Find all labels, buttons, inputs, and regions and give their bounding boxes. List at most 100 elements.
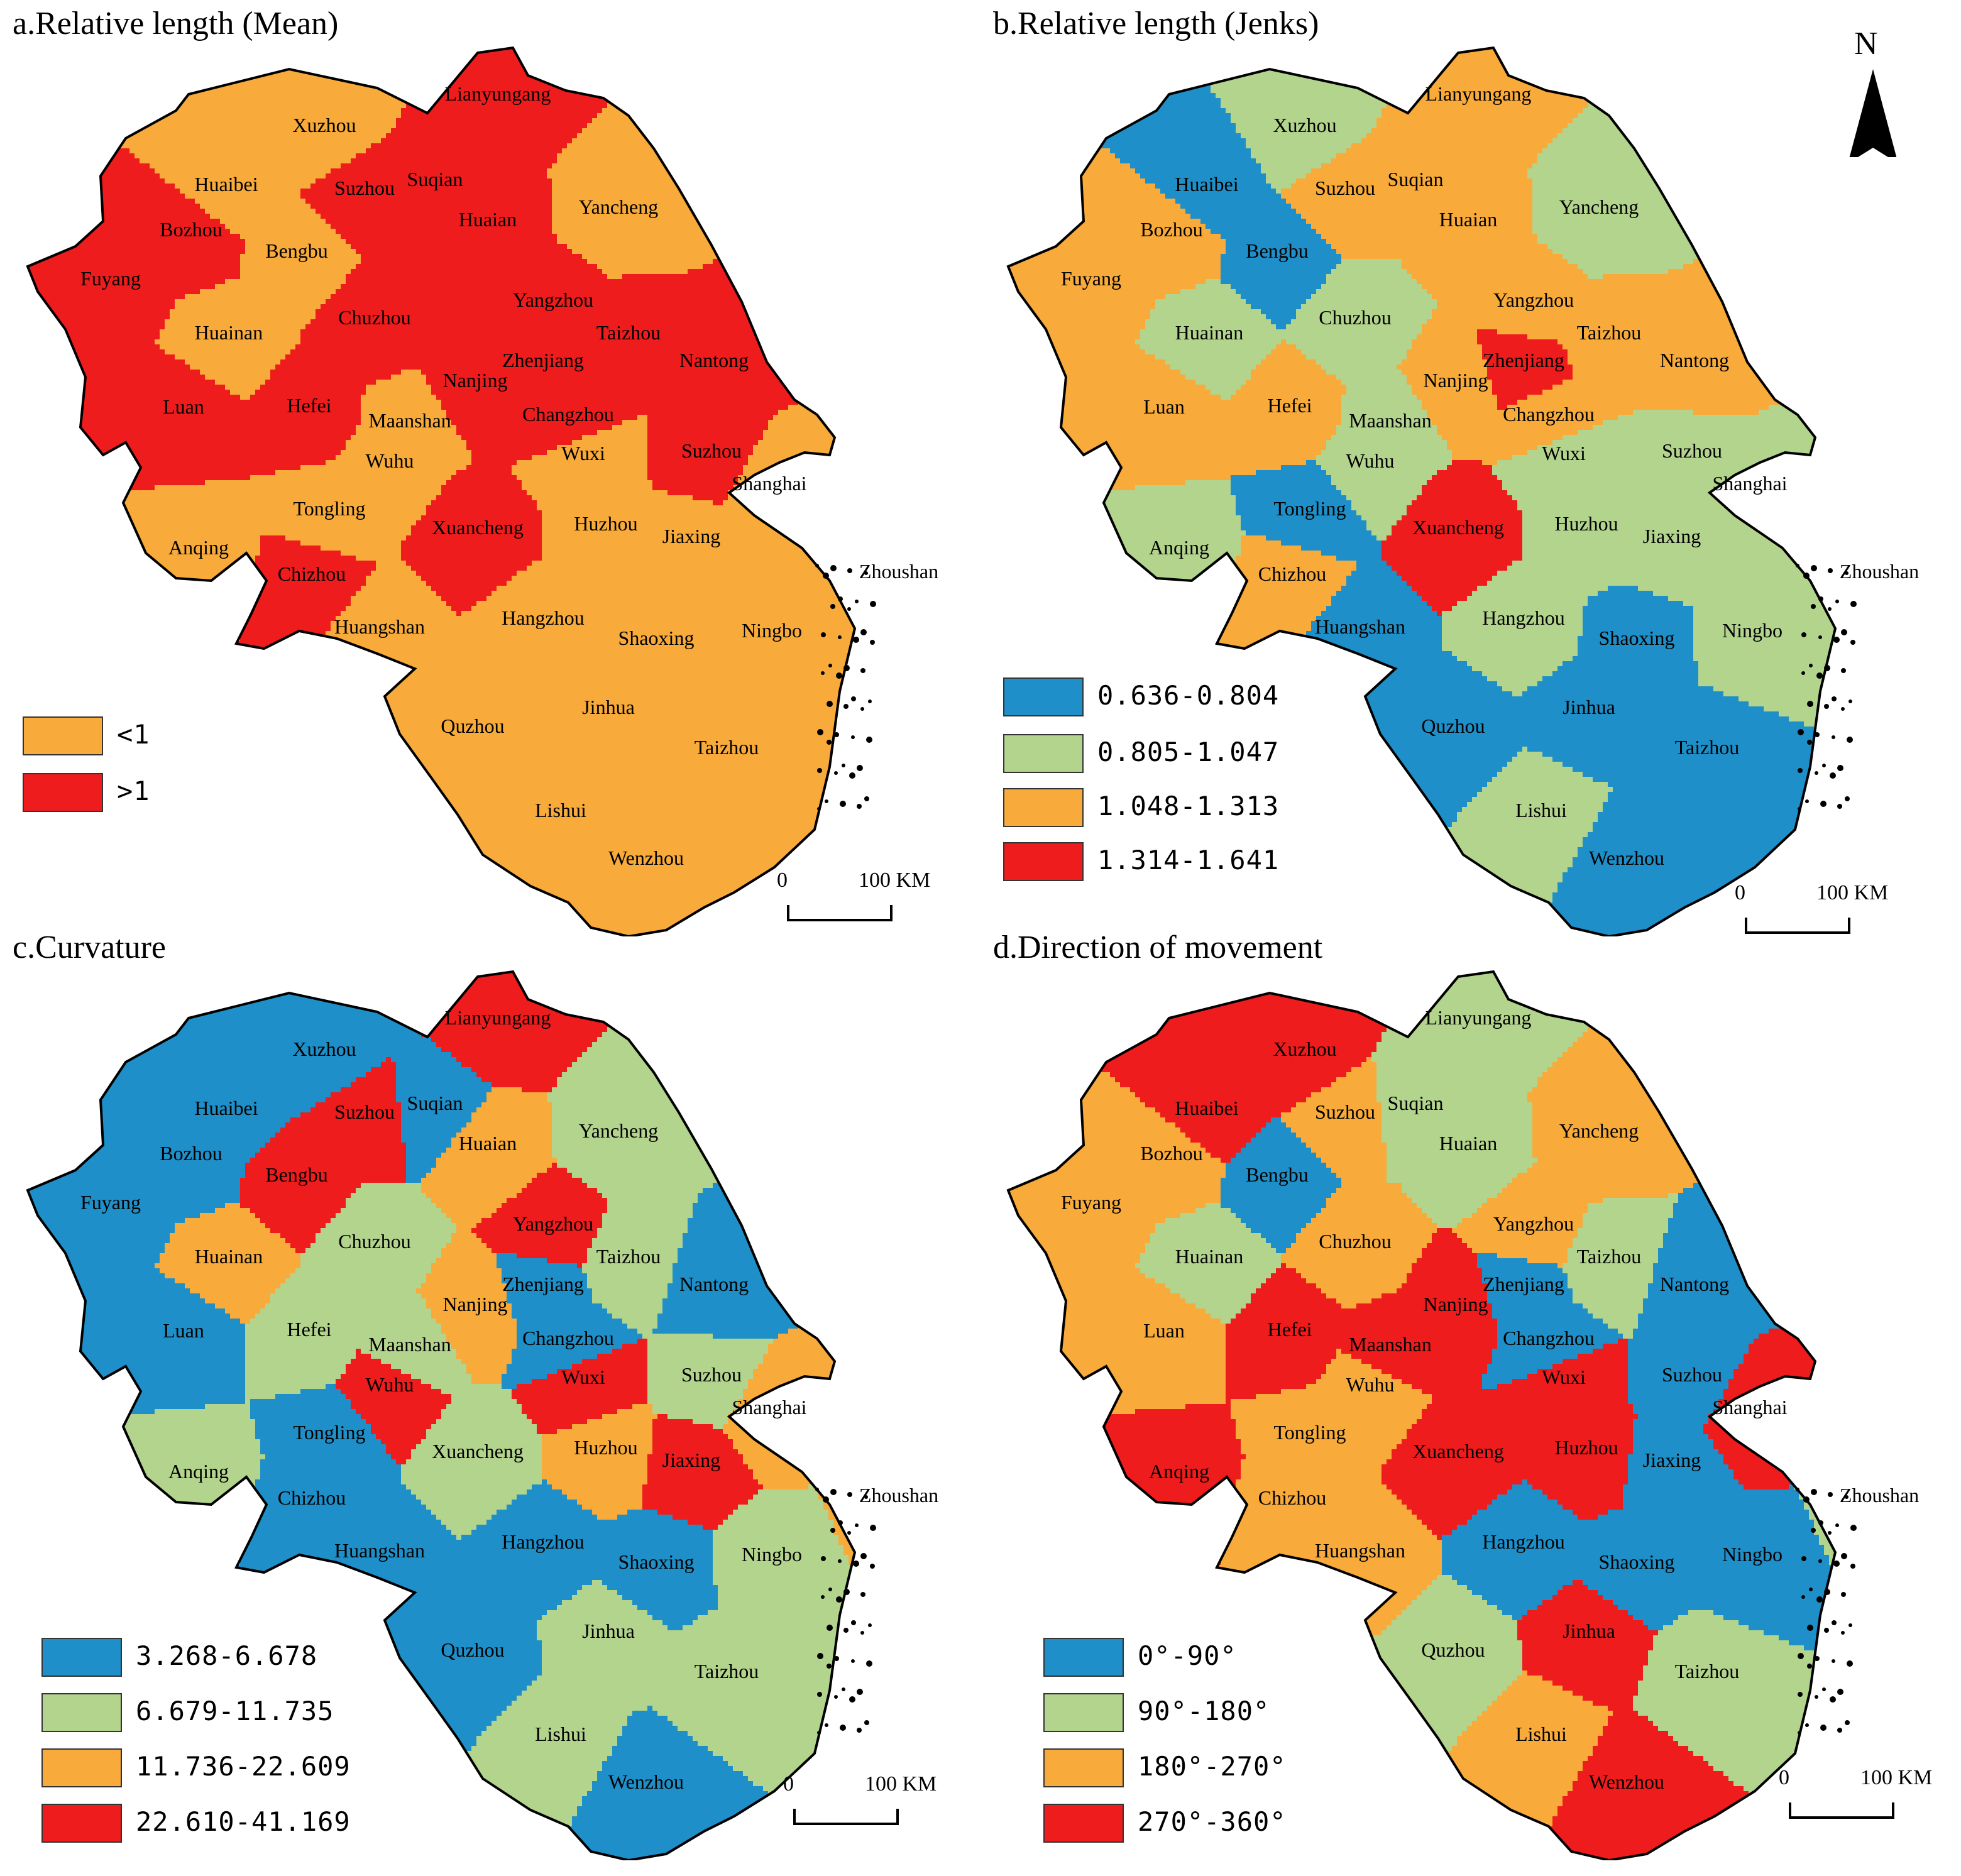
city-region-cell <box>572 153 578 159</box>
city-region-cell <box>562 178 568 184</box>
city-region-cell <box>622 73 628 79</box>
city-region-cell <box>316 88 321 94</box>
city-region-cell <box>119 48 125 53</box>
city-region-cell <box>512 168 517 174</box>
city-region-cell <box>552 63 558 69</box>
city-region-cell <box>59 153 65 159</box>
city-region-cell <box>718 133 723 139</box>
city-region-cell <box>512 163 517 169</box>
city-region-cell <box>667 38 673 43</box>
city-region-cell <box>622 148 628 154</box>
city-region-cell <box>637 184 643 189</box>
city-region-cell <box>431 153 437 159</box>
city-region-cell <box>356 43 361 48</box>
city-region-cell <box>572 148 578 154</box>
city-region-cell <box>688 48 693 53</box>
city-region-cell <box>210 43 216 48</box>
city-region-cell <box>647 43 653 48</box>
city-region-cell <box>310 83 316 89</box>
city-region-cell <box>150 143 155 149</box>
city-region-cell <box>235 158 241 164</box>
city-region-cell <box>758 103 764 109</box>
city-region-cell <box>743 83 749 89</box>
city-region-cell <box>356 133 361 139</box>
city-region-cell <box>185 108 190 114</box>
city-region-cell <box>743 58 749 63</box>
city-region-cell <box>416 153 422 159</box>
city-region-cell <box>39 63 45 69</box>
city-region-cell <box>165 118 170 124</box>
city-region-cell <box>793 73 799 79</box>
city-region-cell <box>507 153 512 159</box>
city-region-cell <box>94 88 100 94</box>
city-region-cell <box>200 118 206 124</box>
city-region-cell <box>180 53 185 58</box>
city-region-cell <box>99 53 105 58</box>
city-region-cell <box>537 123 542 129</box>
city-region-cell <box>185 138 190 144</box>
city-region-cell <box>426 128 432 134</box>
city-region-cell <box>562 123 568 129</box>
city-region-cell <box>265 178 271 184</box>
city-region-cell <box>135 98 140 104</box>
city-region-cell <box>245 153 251 159</box>
city-region-cell <box>542 108 547 114</box>
city-region-cell <box>64 83 70 89</box>
city-region-cell <box>361 63 366 69</box>
city-region-cell <box>713 148 718 154</box>
city-region-cell <box>386 48 392 53</box>
city-region-cell <box>592 108 598 114</box>
city-region-cell <box>718 128 723 134</box>
city-region-cell <box>145 158 150 164</box>
city-region-cell <box>34 58 40 63</box>
city-region-cell <box>180 123 185 129</box>
city-region-cell <box>602 83 608 89</box>
city-region-cell <box>84 163 90 169</box>
city-region-cell <box>607 158 613 164</box>
city-region-cell <box>79 148 85 154</box>
city-region-cell <box>798 93 804 99</box>
city-region-cell <box>29 184 35 189</box>
city-region-cell <box>768 93 774 99</box>
city-region-cell <box>300 83 306 89</box>
city-region-cell <box>587 38 593 43</box>
city-region-cell <box>305 148 311 154</box>
city-region-cell <box>170 168 175 174</box>
city-region-cell <box>572 98 578 104</box>
city-region-cell <box>114 73 120 79</box>
city-region-cell <box>34 138 40 144</box>
city-region-cell <box>69 153 75 159</box>
city-region-cell <box>104 123 110 129</box>
city-region-cell <box>175 73 180 79</box>
city-region-cell <box>617 138 623 144</box>
city-region-cell <box>215 43 221 48</box>
city-region-cell <box>331 163 336 169</box>
city-region-cell <box>275 148 281 154</box>
city-region-cell <box>652 158 658 164</box>
city-region-cell <box>215 143 221 149</box>
city-region-cell <box>602 38 608 43</box>
city-region-cell <box>532 173 537 179</box>
city-region-cell <box>64 138 70 144</box>
city-region-cell <box>733 143 739 149</box>
city-region-cell <box>854 53 859 58</box>
city-region-cell <box>783 128 789 134</box>
city-region-cell <box>703 88 708 94</box>
city-region-cell <box>522 48 527 53</box>
city-region-cell <box>818 63 824 69</box>
city-region-cell <box>532 128 537 134</box>
city-region-cell <box>808 118 814 124</box>
city-region-cell <box>310 184 316 189</box>
city-region-cell <box>260 184 266 189</box>
city-region-cell <box>441 108 447 114</box>
city-region-cell <box>54 158 60 164</box>
city-region-cell <box>723 68 728 74</box>
city-region-cell <box>637 78 643 84</box>
city-region-cell <box>104 143 110 149</box>
city-region-cell <box>622 88 628 94</box>
city-region-cell <box>99 113 105 119</box>
city-region-cell <box>190 98 195 104</box>
city-region-cell <box>492 173 497 179</box>
city-region-cell <box>114 98 120 104</box>
city-region-cell <box>270 88 276 94</box>
